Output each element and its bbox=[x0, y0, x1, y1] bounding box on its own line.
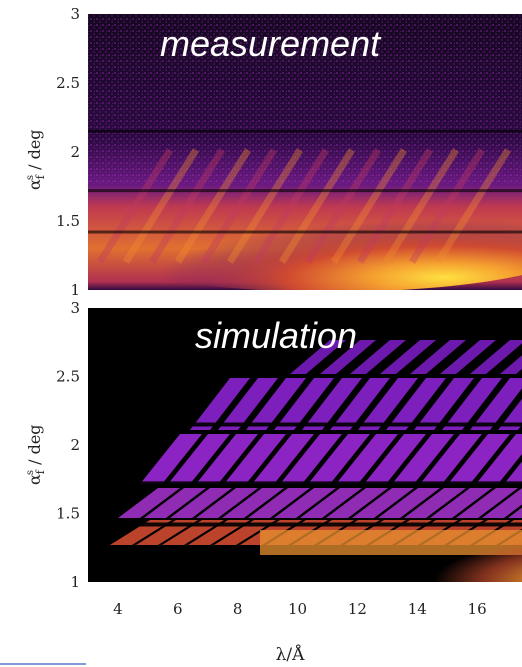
y-tick-label: 3 bbox=[70, 299, 80, 317]
y-label-main: α bbox=[25, 474, 44, 485]
diffraction-streak bbox=[320, 340, 376, 374]
diffraction-streak bbox=[410, 340, 466, 374]
y-tick-label: 2 bbox=[70, 436, 80, 454]
y-tick-label: 2 bbox=[70, 143, 80, 161]
diffraction-streak bbox=[218, 378, 278, 430]
diffraction-streak bbox=[498, 398, 522, 430]
y-tick-label: 2.5 bbox=[56, 74, 80, 92]
diffraction-streak bbox=[168, 434, 230, 484]
diffraction-streak bbox=[470, 340, 522, 374]
y-label-unit: / deg bbox=[25, 129, 44, 175]
x-tick-label: 4 bbox=[113, 600, 123, 618]
diffraction-streak bbox=[414, 378, 474, 430]
simulation-y-label: αfs / deg bbox=[25, 424, 47, 485]
diffraction-streak bbox=[409, 148, 485, 264]
y-tick-label: 1 bbox=[70, 281, 80, 299]
measurement-y-axis: 1 1.5 2 2.5 3 bbox=[56, 5, 80, 299]
diffraction-streak bbox=[290, 340, 346, 374]
measurement-y-label: αfs / deg bbox=[25, 129, 47, 190]
diffraction-streak bbox=[279, 148, 355, 264]
diffraction-streak bbox=[222, 488, 284, 518]
diffraction-streak bbox=[364, 434, 426, 484]
x-tick-label: 12 bbox=[348, 600, 367, 618]
diffraction-streak bbox=[140, 434, 202, 484]
diffraction-streak bbox=[336, 434, 398, 484]
diffraction-streak bbox=[175, 148, 251, 264]
y-label-main: α bbox=[25, 179, 44, 190]
diffraction-streak bbox=[246, 378, 306, 430]
diffraction-streak bbox=[440, 340, 496, 374]
diffraction-streak bbox=[330, 378, 390, 430]
y-label-sup: s bbox=[25, 175, 36, 180]
diffraction-streak bbox=[300, 488, 362, 518]
y-label-sub: f bbox=[34, 469, 47, 474]
diffraction-streak bbox=[274, 378, 334, 430]
diffraction-streak bbox=[357, 148, 433, 264]
diffraction-streak bbox=[274, 488, 336, 518]
measurement-panel bbox=[88, 14, 522, 290]
x-axis-label: λ/Å bbox=[276, 644, 306, 665]
diffraction-streak bbox=[190, 378, 250, 430]
diffraction-streak bbox=[149, 148, 225, 264]
y-tick-label: 3 bbox=[70, 5, 80, 23]
diffraction-streak bbox=[386, 378, 446, 430]
svg-text:αfs / deg: αfs / deg bbox=[25, 424, 47, 485]
diffraction-streak bbox=[196, 434, 258, 484]
diffraction-streak bbox=[248, 488, 310, 518]
diffraction-streak bbox=[123, 148, 199, 264]
diffraction-streak bbox=[308, 434, 370, 484]
diffraction-streak bbox=[97, 148, 173, 264]
simulation-title: simulation bbox=[195, 315, 357, 356]
diffraction-streak bbox=[196, 488, 258, 518]
diffraction-streak bbox=[383, 148, 459, 264]
diffraction-streak bbox=[442, 378, 502, 430]
y-tick-label: 2.5 bbox=[56, 368, 80, 386]
diffraction-streak bbox=[358, 378, 418, 430]
simulation-y-axis: 1 1.5 2 2.5 3 bbox=[56, 299, 80, 591]
diffraction-streak bbox=[224, 434, 286, 484]
diffraction-streak bbox=[420, 434, 482, 484]
diffraction-streak bbox=[350, 340, 406, 374]
measurement-title: measurement bbox=[160, 23, 382, 64]
x-tick-label: 16 bbox=[468, 600, 487, 618]
diffraction-streak bbox=[280, 434, 342, 484]
x-tick-label: 6 bbox=[173, 600, 183, 618]
diffraction-streak bbox=[305, 148, 381, 264]
y-tick-label: 1.5 bbox=[56, 505, 80, 523]
y-label-sup: s bbox=[25, 470, 36, 475]
simulation-panel bbox=[88, 308, 522, 582]
diffraction-streak bbox=[201, 148, 277, 264]
diffraction-streak bbox=[504, 461, 522, 484]
diffraction-streak bbox=[252, 434, 314, 484]
diffraction-streak bbox=[144, 488, 206, 518]
svg-text:αfs / deg: αfs / deg bbox=[25, 129, 47, 190]
y-tick-label: 1.5 bbox=[56, 212, 80, 230]
diffraction-streak bbox=[435, 148, 511, 264]
diffraction-streak bbox=[227, 148, 303, 264]
x-tick-label: 10 bbox=[288, 600, 307, 618]
diffraction-streak bbox=[476, 434, 522, 484]
x-tick-label: 14 bbox=[408, 600, 427, 618]
diffraction-streak bbox=[331, 148, 407, 264]
x-tick-label: 8 bbox=[233, 600, 243, 618]
diffraction-streak bbox=[302, 378, 362, 430]
y-label-unit: / deg bbox=[25, 424, 44, 470]
diffraction-streak bbox=[170, 488, 232, 518]
diffraction-streak bbox=[253, 148, 329, 264]
diffraction-streak bbox=[118, 488, 180, 518]
x-axis: 4 6 8 10 12 14 16 bbox=[113, 600, 486, 618]
diffraction-streak bbox=[500, 355, 522, 374]
diffraction-streak bbox=[448, 434, 510, 484]
diffraction-streak bbox=[380, 340, 436, 374]
diffraction-streak bbox=[470, 378, 522, 430]
diffraction-streak bbox=[392, 434, 454, 484]
y-label-sub: f bbox=[34, 174, 47, 179]
y-tick-label: 1 bbox=[70, 573, 80, 591]
